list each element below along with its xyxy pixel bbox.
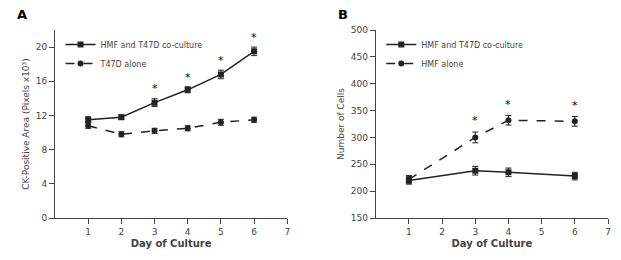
svg-text:*: * [472,114,478,127]
svg-text:12: 12 [36,111,47,121]
svg-text:HMF and T47D co-culture: HMF and T47D co-culture [101,41,203,50]
svg-text:B: B [338,7,348,22]
svg-text:400: 400 [351,79,368,89]
svg-text:*: * [505,98,511,111]
svg-text:6: 6 [251,227,257,237]
svg-text:6: 6 [572,227,578,237]
svg-text:*: * [572,99,578,112]
svg-text:4: 4 [41,179,47,189]
svg-text:1: 1 [85,227,91,237]
svg-text:3: 3 [152,227,158,237]
svg-text:7: 7 [284,227,290,237]
svg-text:0: 0 [41,213,47,223]
svg-text:A: A [17,7,27,22]
svg-text:4: 4 [185,227,191,237]
svg-text:4: 4 [506,227,512,237]
svg-text:HMF alone: HMF alone [421,60,463,69]
svg-text:20: 20 [36,42,48,52]
svg-text:1: 1 [406,227,412,237]
svg-text:2: 2 [439,227,445,237]
svg-text:3: 3 [472,227,478,237]
svg-text:250: 250 [351,159,368,169]
svg-text:Day of Culture: Day of Culture [451,238,532,249]
svg-text:T47D alone: T47D alone [100,60,147,69]
svg-text:350: 350 [351,106,368,116]
svg-text:8: 8 [41,145,47,155]
svg-text:*: * [251,31,257,44]
svg-text:5: 5 [539,227,545,237]
svg-text:2: 2 [118,227,124,237]
svg-text:*: * [218,54,224,67]
svg-text:500: 500 [351,25,368,35]
svg-text:*: * [152,82,158,95]
svg-text:200: 200 [351,186,368,196]
svg-text:CK-Positive Area (Pixels x10³): CK-Positive Area (Pixels x10³) [21,58,31,189]
svg-text:7: 7 [605,227,611,237]
svg-text:Number of Cells: Number of Cells [336,88,346,160]
svg-text:Day of Culture: Day of Culture [131,238,212,249]
svg-text:16: 16 [36,76,48,86]
svg-text:5: 5 [218,227,224,237]
svg-text:450: 450 [351,52,368,62]
svg-text:300: 300 [351,133,368,143]
svg-text:HMF and T47D co-culture: HMF and T47D co-culture [421,41,523,50]
svg-text:150: 150 [351,213,368,223]
svg-text:*: * [185,71,191,84]
